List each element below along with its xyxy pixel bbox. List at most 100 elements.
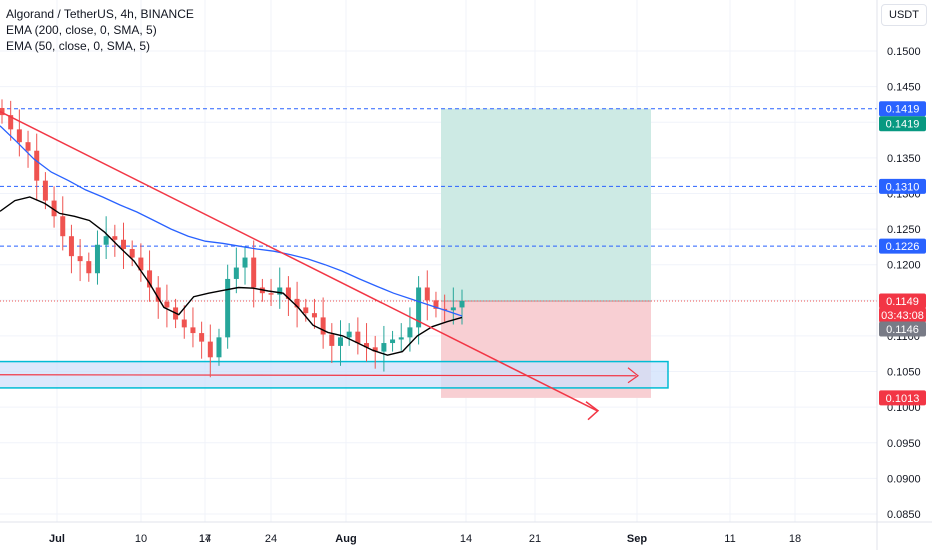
descending-trendline[interactable]	[0, 110, 598, 412]
candle-body	[199, 333, 205, 342]
price-label-box	[879, 390, 926, 406]
price-label-box	[879, 321, 926, 337]
candle-body	[381, 343, 387, 352]
candle-body	[233, 267, 239, 279]
candle-body	[390, 339, 396, 344]
grid	[0, 0, 877, 522]
candle-body	[424, 287, 430, 301]
y-tick-label: 0.1050	[887, 367, 921, 379]
price-label-box	[879, 116, 926, 132]
candle-body	[42, 180, 48, 201]
y-tick-label: 0.0900	[887, 473, 921, 485]
chart-legend: Algorand / TetherUS, 4h, BINANCE EMA (20…	[6, 6, 194, 54]
candle-body	[121, 239, 127, 250]
x-tick-label: 17	[199, 533, 211, 545]
candle-body	[86, 261, 92, 274]
x-tick-label: 18	[789, 533, 801, 545]
candle-body	[355, 331, 361, 344]
x-tick-label: 10	[135, 533, 147, 545]
candle-body	[190, 327, 196, 334]
trendline[interactable]	[0, 110, 600, 421]
candle-body	[242, 257, 248, 268]
price-label-box	[879, 101, 926, 117]
price-labels: 0.1419 0.1419 0.1310 0.1226 0.1149 03:43:08 0.…	[879, 101, 926, 406]
candle-body	[138, 257, 144, 271]
x-tick-label: 24	[265, 533, 277, 545]
candle-body	[372, 347, 378, 352]
y-tick-label: 0.1450	[887, 82, 921, 94]
candle-body	[407, 327, 413, 338]
price-label-box	[879, 238, 926, 254]
price-label-text: 0.1149	[886, 296, 919, 308]
x-tick-label: Jul	[49, 533, 65, 545]
support-zone[interactable]	[0, 360, 669, 389]
currency-button[interactable]: USDT	[881, 4, 927, 26]
candle-body	[103, 236, 109, 245]
x-tick-label: Aug	[335, 533, 356, 545]
candle-body	[181, 319, 187, 328]
x-tick-label: Sep	[627, 533, 647, 545]
price-label-text: 0.1226	[886, 241, 920, 253]
candle-body	[277, 287, 283, 295]
y-tick-label: 0.1250	[887, 224, 921, 236]
price-label-text: 0.1419	[886, 119, 920, 131]
symbol-title: Algorand / TetherUS, 4h, BINANCE	[6, 7, 194, 21]
y-tick-label: 0.0950	[887, 438, 921, 450]
candle-body	[346, 331, 352, 338]
candle-body	[8, 115, 14, 130]
candle-body	[68, 236, 74, 257]
y-tick-label: 0.1200	[887, 260, 921, 272]
zone-arrow-line[interactable]	[0, 374, 637, 377]
profit-zone[interactable]	[441, 108, 651, 302]
price-label-box	[879, 178, 926, 194]
candle-body	[225, 278, 231, 338]
long-position-tool[interactable]	[441, 108, 651, 398]
y-tick-label: 0.1350	[887, 153, 921, 165]
candle-body	[294, 298, 300, 308]
candle-body	[164, 301, 170, 308]
candle-body	[207, 341, 213, 358]
candle-body	[285, 287, 291, 299]
price-label-text: 0.1146	[886, 324, 919, 336]
candle-body	[433, 300, 439, 309]
candle-body	[216, 337, 222, 358]
candle-body	[364, 343, 370, 348]
candle-body	[416, 287, 422, 328]
x-tick-label: 14	[199, 533, 211, 545]
candle-body	[112, 236, 118, 240]
y-tick-label: 0.1500	[887, 46, 921, 58]
x-tick-label: 14	[460, 533, 472, 545]
candle-body	[155, 287, 161, 302]
price-label-text: 0.1013	[886, 393, 920, 405]
horizontal-levels[interactable]	[0, 108, 877, 302]
zone-arrow-head[interactable]	[627, 367, 640, 384]
candle-body	[251, 257, 257, 288]
candle-body	[51, 200, 57, 217]
candle-body	[60, 216, 66, 237]
y-tick-label: 0.0850	[887, 509, 921, 521]
price-label-text: 03:43:08	[881, 310, 924, 322]
ema50-line	[0, 196, 463, 356]
candle-body	[94, 244, 100, 274]
candle-body	[311, 313, 317, 318]
price-label-text: 0.1419	[886, 104, 920, 116]
x-tick-label: 11	[724, 533, 735, 545]
candle-body	[337, 337, 343, 346]
ema200-line	[0, 125, 463, 317]
price-label-box	[879, 307, 926, 323]
candle-body	[268, 293, 274, 295]
moving-averages	[0, 125, 463, 356]
candle-body	[398, 337, 404, 340]
candles	[0, 99, 465, 378]
candle-body	[303, 307, 309, 314]
candle-body	[450, 307, 456, 311]
price-label-text: 0.1310	[886, 181, 920, 193]
candle-body	[329, 334, 335, 346]
trendline-arrow-head[interactable]	[585, 401, 600, 421]
candle-body	[0, 107, 5, 116]
x-tick-label: 21	[529, 533, 541, 545]
candle-body	[129, 249, 135, 258]
candle-body	[25, 142, 31, 151]
